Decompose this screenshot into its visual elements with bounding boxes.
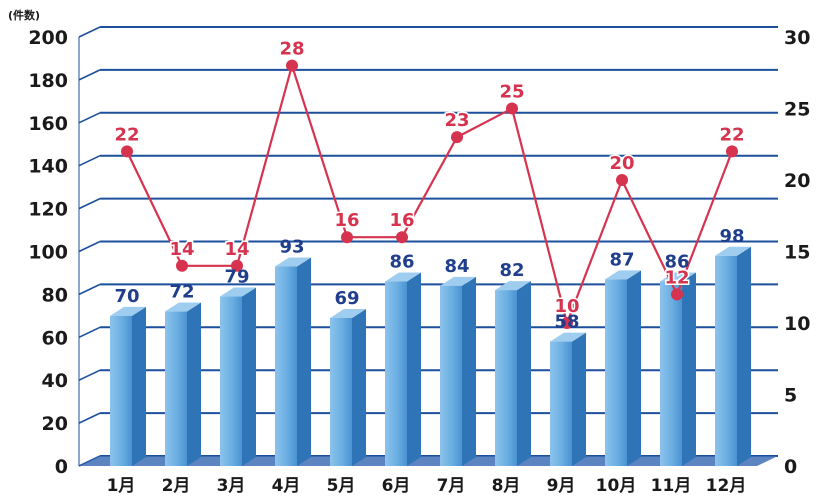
y-right-tick-label: 30 (784, 27, 810, 49)
y-right-tick-label: 20 (784, 170, 810, 192)
line-value-label: 10 (554, 296, 579, 317)
line-value-label: 14 (169, 239, 194, 260)
bar (330, 308, 366, 466)
line-point (671, 288, 683, 301)
line-value-label: 22 (719, 124, 744, 145)
y-left-tick-label: 100 (28, 242, 68, 264)
bar (660, 272, 696, 466)
bar-value-label: 79 (224, 267, 249, 288)
bar (275, 257, 311, 466)
x-tick-label: 5月 (327, 476, 356, 496)
gridline (78, 197, 778, 210)
bar-value-label: 82 (499, 260, 524, 281)
y-left-tick-label: 120 (28, 199, 68, 221)
line-point (561, 317, 573, 329)
bar (605, 270, 641, 466)
gridline (78, 26, 778, 38)
bar (165, 302, 201, 466)
line-value-label: 12 (664, 267, 689, 288)
line-point (616, 174, 628, 186)
bar (495, 281, 531, 466)
bar-value-label: 98 (719, 226, 744, 247)
x-tick-label: 1月 (107, 476, 136, 496)
x-tick-label: 10月 (596, 476, 637, 496)
gridline (78, 111, 778, 124)
x-tick-label: 4月 (272, 476, 301, 496)
gridline (78, 154, 778, 167)
bar-value-label: 70 (114, 286, 139, 307)
x-tick-label: 7月 (437, 476, 466, 496)
x-tick-label: 11月 (651, 476, 692, 496)
line-value-label: 20 (609, 153, 634, 174)
bar-value-label: 84 (444, 256, 469, 277)
line-point (451, 131, 463, 144)
line-value-label: 16 (334, 210, 359, 231)
bar-value-label: 86 (664, 252, 689, 273)
line-value-label: 22 (114, 124, 139, 145)
line-point (231, 259, 243, 272)
bar-value-label: 58 (554, 312, 579, 333)
line-point (121, 145, 133, 158)
line-value-label: 25 (499, 82, 524, 103)
line-point (506, 102, 518, 115)
x-tick-label: 12月 (706, 476, 747, 496)
y-left-tick-label: 200 (28, 27, 68, 49)
y-left-unit-label: (件数) (8, 8, 40, 22)
bars (110, 246, 751, 466)
y-left-tick-label: 0 (55, 456, 68, 478)
gridline (78, 68, 778, 81)
y-right-tick-label: 0 (784, 456, 797, 478)
bar-value-label: 72 (169, 282, 194, 303)
y-left-tick-label: 60 (42, 327, 68, 349)
line-point (396, 231, 408, 244)
bar-value-label: 69 (334, 288, 359, 309)
y-left-tick-label: 160 (28, 113, 68, 135)
x-tick-label: 2月 (162, 476, 191, 496)
bar (385, 272, 421, 466)
line-point (176, 259, 188, 272)
x-tick-label: 9月 (547, 476, 576, 496)
x-tick-label: 6月 (382, 476, 411, 496)
line-point (726, 145, 738, 158)
y-right-tick-label: 25 (784, 99, 810, 121)
line-series (121, 59, 738, 329)
data-labels: 70 72 79 93 69 86 84 82 58 87 86 98 22 14 14 28 16 16 23 25… (113, 37, 746, 333)
x-tick-label: 8月 (492, 476, 521, 496)
y-left-tick-label: 140 (28, 156, 68, 178)
chart-floor (79, 456, 778, 466)
floor-plane (79, 456, 778, 466)
bar (550, 332, 586, 466)
line-value-label: 28 (279, 39, 304, 60)
y-left-tick-label: 80 (42, 284, 68, 306)
bar-value-label: 86 (389, 252, 414, 273)
bar (715, 246, 751, 466)
bar-value-label: 93 (279, 237, 304, 258)
bar (110, 306, 146, 466)
y-right-tick-label: 15 (784, 242, 810, 264)
line-value-label: 14 (224, 239, 249, 260)
y-right-tick-label: 10 (784, 313, 810, 335)
gridline (78, 240, 778, 253)
line-value-label: 16 (389, 210, 414, 231)
bar-value-label: 87 (609, 249, 634, 270)
y-left-tick-label: 20 (42, 413, 68, 435)
line-value-label: 23 (444, 110, 469, 131)
y-left-tick-label: 180 (28, 70, 68, 92)
x-tick-label: 3月 (217, 476, 246, 496)
y-left-tick-label: 40 (42, 370, 68, 392)
axes: (件数) 0 20 40 60 80 100 120 140 160 180 200 0 5 10 15 20… (8, 8, 810, 496)
bar (220, 287, 256, 466)
line-point (341, 231, 353, 244)
line-point (286, 59, 298, 72)
line-series-path (126, 61, 734, 327)
y-right-tick-label: 5 (784, 385, 797, 407)
bar (440, 276, 476, 466)
